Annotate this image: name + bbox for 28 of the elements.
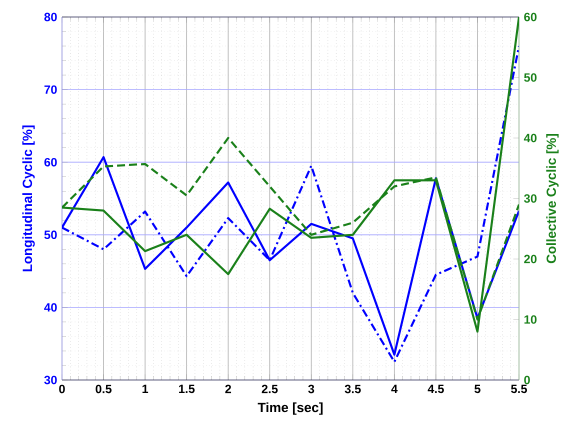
y-tick-label: 80 (44, 12, 57, 22)
x-tick-label: 5.5 (511, 384, 527, 394)
x-tick-label: 1.5 (179, 384, 195, 394)
y-tick-label: 30 (44, 376, 57, 384)
y2-tick-label: 0 (524, 376, 530, 384)
y2-tick-label: 50 (524, 73, 537, 82)
y-tick-label: 60 (44, 158, 57, 166)
x-tick-label: 1 (142, 384, 148, 393)
x-tick-label: 3.5 (344, 384, 361, 394)
x-tick-label: 3 (308, 384, 314, 394)
y2-tick-label: 10 (524, 315, 537, 324)
y-tick-label: 40 (44, 303, 57, 312)
x-tick-label: 4.5 (428, 384, 444, 394)
x-tick-label: 0.5 (96, 384, 112, 394)
y-tick-label: 50 (44, 230, 57, 240)
y2-tick-label: 20 (524, 254, 537, 264)
x-tick-label: 2.5 (262, 384, 278, 394)
y2-tick-label: 60 (524, 12, 537, 22)
y-axis-title: Longitudinal Cyclic [%] (22, 126, 35, 272)
x-tick-label: 2 (225, 384, 232, 394)
y-tick-label: 70 (44, 85, 57, 94)
x-tick-label: 0 (59, 384, 65, 394)
x-axis-title: Time [sec] (258, 402, 323, 415)
y2-tick-label: 40 (524, 134, 537, 142)
x-tick-label: 4 (391, 384, 398, 393)
x-tick-label: 5 (474, 384, 480, 394)
y2-axis-title: Collective Cyclic [%] (546, 134, 559, 264)
y2-tick-label: 30 (524, 194, 537, 203)
